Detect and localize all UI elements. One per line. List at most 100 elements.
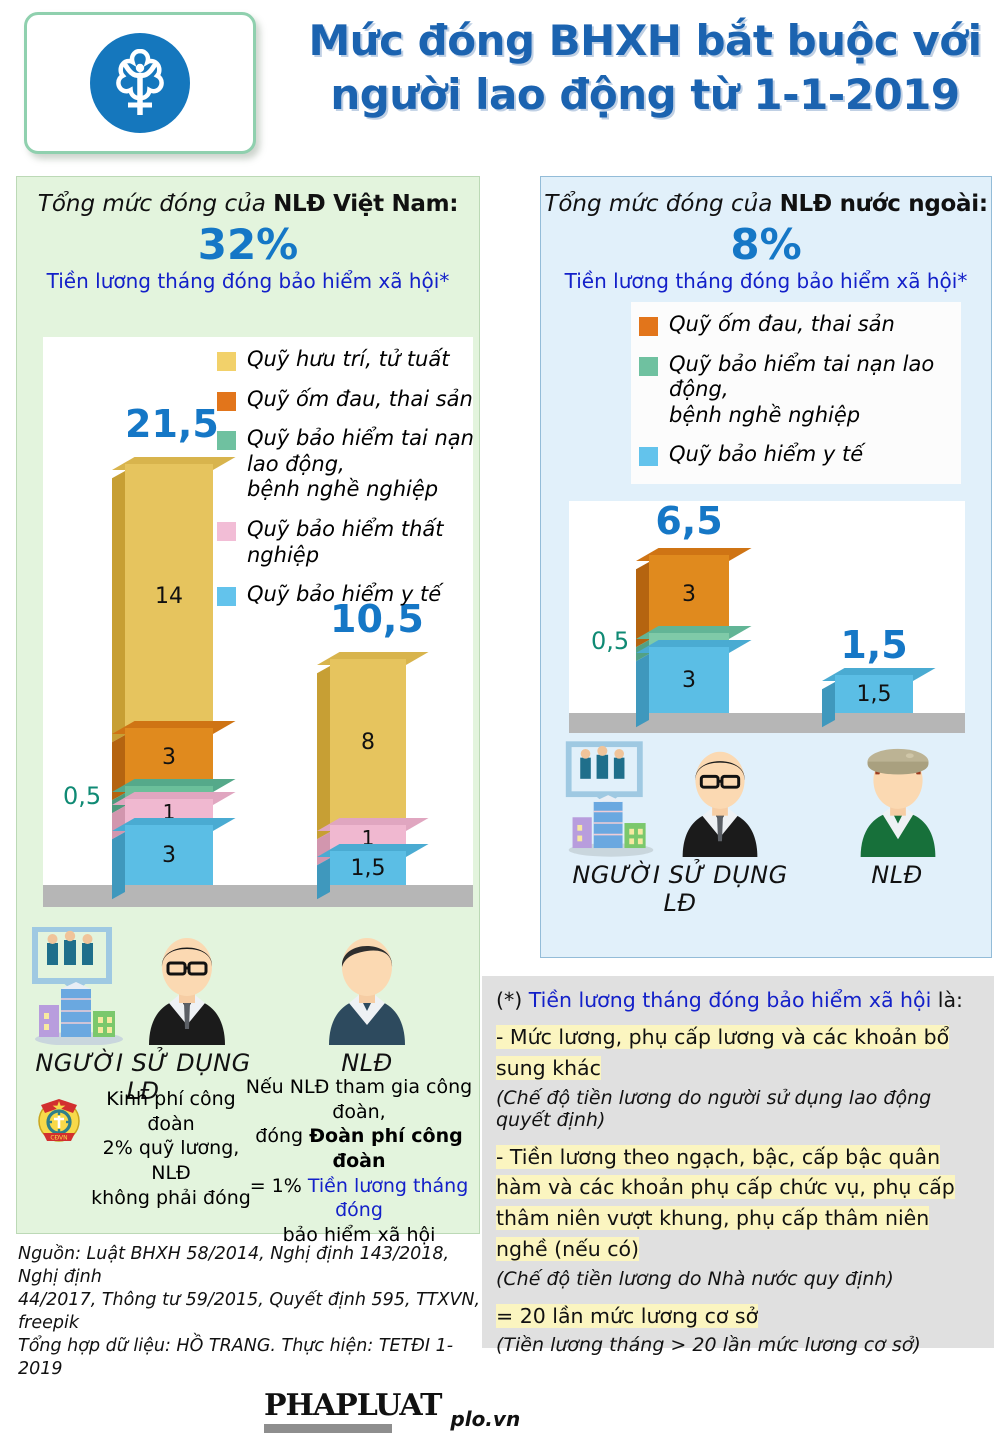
- explanation-item-highlight: - Tiền lương theo ngạch, bậc, cấp bậc qu…: [496, 1144, 955, 1261]
- left-figure-employee-caption: NLĐ: [341, 1049, 393, 1077]
- right-heading-prefix: Tổng mức đóng của: [544, 191, 780, 217]
- bhxh-logo-box: [24, 12, 256, 154]
- page-title-line1: Mức đóng BHXH bắt buộc với: [308, 16, 982, 65]
- left-figure-employee: NLĐ: [267, 927, 467, 1077]
- explanation-item-note: (Chế độ tiền lương do người sử dụng lao …: [496, 1086, 932, 1131]
- left-bar-employee-seg-health: 1,5: [317, 844, 429, 900]
- legend-item: Quỹ bảo hiểm y tế: [217, 582, 487, 608]
- employee-person-glasses-icon: [149, 938, 225, 1045]
- seg-value: 1,5: [856, 681, 892, 707]
- right-heading-bold: NLĐ nước ngoài:: [779, 191, 988, 217]
- union-badge-icon: CĐVN: [38, 1099, 80, 1142]
- legend-label: Quỹ bảo hiểm tai nạn lao động, bệnh nghề…: [669, 351, 935, 427]
- legend-swatch-health-icon: [217, 587, 236, 607]
- explanation-title: (*) Tiền lương tháng đóng bảo hiểm xã hộ…: [496, 988, 980, 1012]
- legend-label: Quỹ bảo hiểm thất nghiệp: [247, 517, 444, 567]
- note-bold: Đoàn phí công đoàn: [309, 1125, 463, 1173]
- note-prefix: = 1%: [249, 1174, 308, 1197]
- note-prefix: đóng: [255, 1125, 310, 1148]
- legend-label: Quỹ ốm đau, thai sản: [669, 312, 895, 336]
- left-bar-employer-seg-health: 3: [112, 818, 236, 900]
- legend-item: Quỹ bảo hiểm tai nạn lao động, bệnh nghề…: [639, 352, 953, 429]
- legend-label: Quỹ bảo hiểm y tế: [247, 582, 442, 607]
- left-note-employee: Nếu NLĐ tham gia công đoàn, đóng Đoàn ph…: [245, 1075, 473, 1248]
- left-figure-employer-caption: NGƯỜI SỬ DỤNG LĐ: [35, 1049, 251, 1105]
- left-note-employer: CĐVN Kinh phí công đoàn 2% quỹ lương, NL…: [33, 1087, 251, 1210]
- explanation-item: - Mức lương, phụ cấp lương và các khoản …: [496, 1022, 980, 1084]
- left-bar-employee: 10,5 8 1 1,5: [317, 597, 429, 900]
- right-percent-subtitle: Tiền lương tháng đóng bảo hiểm xã hội*: [564, 269, 968, 294]
- explanation-item: - Tiền lương theo ngạch, bậc, cấp bậc qu…: [496, 1142, 980, 1265]
- explanation-panel: (*) Tiền lương tháng đóng bảo hiểm xã hộ…: [482, 976, 994, 1356]
- left-bar-employer-total: 21,5: [125, 402, 219, 446]
- right-chart-legend: Quỹ ốm đau, thai sản Quỹ bảo hiểm tai nạ…: [631, 302, 961, 485]
- left-bar-employer-accident-label: 0,5: [63, 782, 102, 810]
- legend-item: Quỹ ốm đau, thai sản: [217, 387, 487, 413]
- explanation-item-highlight: = 20 lần mức lương cơ sở: [496, 1303, 759, 1328]
- right-bar-employee-seg-health: 1,5: [822, 668, 936, 728]
- left-chart-floor: [43, 885, 473, 907]
- page-title-line2: người lao động từ 1-1-2019: [330, 69, 960, 119]
- right-bar-employer: 6,5 3 0,5 3: [591, 499, 752, 728]
- employee-person-icon: [329, 938, 405, 1045]
- left-percent-subtitle: Tiền lương tháng đóng bảo hiểm xã hội*: [46, 269, 450, 294]
- right-figure-employer-caption: NGƯỜI SỬ DỤNG LĐ: [572, 861, 788, 917]
- right-bar-employer-seg-health: 3: [636, 640, 752, 728]
- explanation-item-note: (Tiền lương tháng > 20 lần mức lương cơ …: [496, 1334, 921, 1357]
- panel-foreign-worker: Tổng mức đóng của NLĐ nước ngoài: 8% Tiề…: [540, 176, 992, 958]
- legend-item: Quỹ hưu trí, tử tuất: [217, 347, 487, 373]
- seg-value: 3: [682, 667, 696, 693]
- seg-value: 8: [361, 729, 375, 755]
- left-note-employer-text: Kinh phí công đoàn 2% quỹ lương, NLĐ khô…: [91, 1088, 251, 1209]
- page-title: Mức đóng BHXH bắt buộc với người lao độn…: [300, 14, 990, 122]
- explanation-item-note: (Chế độ tiền lương do Nhà nước quy định): [496, 1267, 894, 1290]
- legend-swatch-sickness-icon: [639, 317, 658, 336]
- page-footer: Nguồn: Luật BHXH 58/2014, Nghị định 143/…: [18, 1243, 520, 1433]
- right-bar-employer-accident-label: 0,5: [591, 627, 630, 655]
- left-bar-employer-seg-pension: 14: [112, 457, 236, 743]
- left-note-employee-line1: Nếu NLĐ tham gia công đoàn,: [245, 1076, 473, 1123]
- svg-text:CĐVN: CĐVN: [50, 1135, 67, 1142]
- right-chart: 6,5 3 0,5 3: [569, 499, 965, 733]
- brand-wordmark: PHAPLUAT: [264, 1387, 442, 1423]
- right-total-percent: 8%: [730, 220, 802, 269]
- seg-value: 3: [682, 581, 696, 607]
- left-bar-employer-seg-sickness: 3: [112, 721, 236, 801]
- legend-item: Quỹ ốm đau, thai sản: [639, 312, 953, 338]
- employer-building-people-icon: [565, 741, 654, 857]
- brand-underline: [264, 1423, 392, 1433]
- page-header: Mức đóng BHXH bắt buộc với người lao độn…: [0, 0, 1000, 168]
- employee-person-glasses-icon: [682, 751, 758, 857]
- employer-building-people-icon: [32, 927, 123, 1045]
- panel-vietnamese-worker: Tổng mức đóng của NLĐ Việt Nam: 32% Tiền…: [16, 176, 480, 1246]
- bhxh-logo-icon: [90, 33, 190, 133]
- legend-item: Quỹ bảo hiểm y tế: [639, 442, 953, 468]
- foreign-employee-person-icon: [860, 748, 936, 857]
- seg-value: 1,5: [350, 855, 386, 881]
- legend-label: Quỹ bảo hiểm y tế: [669, 442, 864, 467]
- left-figure-employer: NGƯỜI SỬ DỤNG LĐ: [23, 927, 263, 1105]
- left-bar-employee-seg-pension: 8: [317, 652, 429, 840]
- legend-swatch-accident-icon: [217, 431, 236, 451]
- left-heading-bold: NLĐ Việt Nam:: [273, 191, 459, 217]
- brand-domain: plo.vn: [450, 1406, 521, 1431]
- legend-label: Quỹ ốm đau, thai sản: [247, 386, 473, 411]
- legend-swatch-unemployment-icon: [217, 522, 236, 542]
- right-bar-employee: 1,5 1,5: [822, 623, 936, 728]
- explanation-title-suffix: là:: [931, 988, 963, 1012]
- right-bar-employer-seg-sickness: 3: [636, 548, 752, 648]
- legend-swatch-pension-icon: [217, 352, 236, 371]
- left-total-percent: 32%: [197, 220, 299, 269]
- right-bar-employer-total: 6,5: [655, 499, 723, 543]
- left-note-employee-line2: đóng Đoàn phí công đoàn: [245, 1124, 473, 1173]
- legend-swatch-health-icon: [639, 447, 658, 467]
- explanation-item: = 20 lần mức lương cơ sở: [496, 1301, 980, 1332]
- explanation-title-prefix: (*): [496, 988, 529, 1012]
- publisher-brand: PHAPLUAT plo.vn: [264, 1387, 520, 1433]
- right-figure-employer: NGƯỜI SỬ DỤNG LĐ: [555, 741, 805, 917]
- legend-swatch-sickness-icon: [217, 391, 236, 411]
- left-panel-heading: Tổng mức đóng của NLĐ Việt Nam:: [17, 177, 479, 217]
- legend-label: Quỹ hưu trí, tử tuất: [247, 347, 450, 371]
- legend-swatch-accident-icon: [639, 356, 658, 376]
- explanation-item-highlight: - Mức lương, phụ cấp lương và các khoản …: [496, 1025, 950, 1080]
